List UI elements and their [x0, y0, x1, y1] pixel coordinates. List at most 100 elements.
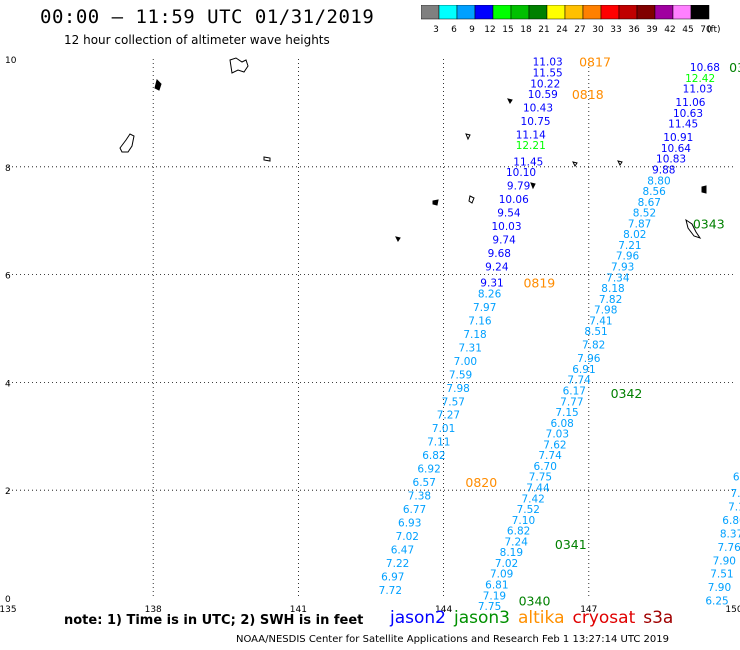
- pass-time-label: 0818: [572, 87, 604, 102]
- wave-height-value: 8.67: [638, 197, 661, 209]
- wave-height-value: 10.64: [661, 143, 691, 155]
- wave-height-value: 10.59: [528, 89, 558, 101]
- wave-height-value: 9.24: [485, 262, 509, 274]
- wave-height-value: 7.82: [582, 340, 605, 352]
- wave-height-value: 6.17: [563, 385, 586, 397]
- legend-label: 24: [556, 25, 568, 35]
- y-tick-label: 2: [5, 487, 11, 497]
- island-outline: [395, 236, 401, 242]
- wave-height-value: 7.31: [459, 342, 482, 354]
- wave-height-value: 7.01: [432, 423, 455, 435]
- legend-label: 33: [610, 25, 621, 35]
- wave-height-value: 7.75: [478, 601, 501, 613]
- wave-height-value: 7.90: [713, 555, 736, 567]
- pass-time-label: 0819: [523, 276, 555, 291]
- legend-unit: (ft): [707, 25, 721, 35]
- wave-height-value: 10.22: [530, 78, 560, 90]
- legend-label: 15: [502, 25, 513, 35]
- wave-height-value: 6.82: [507, 526, 530, 538]
- wave-height-value: 11.45: [513, 156, 543, 168]
- wave-height-value: 7.21: [618, 240, 641, 252]
- wave-height-value: 8.26: [478, 288, 502, 300]
- wave-height-value: 9.79: [507, 181, 530, 193]
- y-tick-label: 0: [5, 595, 11, 605]
- wave-height-value: 7.96: [577, 353, 601, 365]
- y-tick-label: 10: [5, 56, 17, 66]
- x-tick-label: 141: [290, 605, 307, 615]
- wave-height-value: 7.90: [708, 582, 731, 594]
- legend-label: 12: [484, 25, 495, 35]
- wave-height-value: 6.47: [391, 544, 414, 556]
- wave-height-value: 10.03: [491, 221, 521, 233]
- island-outline: [263, 156, 271, 162]
- pass-time-label: 0343: [693, 216, 725, 231]
- satellite-s3a: s3a: [643, 608, 674, 628]
- wave-height-value: 7.00: [454, 356, 477, 368]
- wave-height-value: 7.10: [512, 515, 535, 527]
- wave-height-marks: 11.0311.5510.2210.5910.4310.7511.1412.21…: [379, 57, 740, 613]
- legend-label: 9: [469, 25, 475, 35]
- grid-lines: [8, 59, 734, 598]
- wave-height-value: 7.76: [717, 542, 740, 554]
- wave-height-value: 7.77: [560, 396, 583, 408]
- legend-label: 6: [451, 25, 457, 35]
- wave-height-value: 7.02: [396, 531, 419, 543]
- wave-height-value: 7.41: [589, 315, 612, 327]
- wave-height-value: 7.03: [546, 429, 569, 441]
- y-tick-label: 4: [5, 379, 11, 389]
- wave-height-value: 7.1: [728, 501, 740, 513]
- color-legend: 3 6 9 12 15 18 21 24 27 30 33 36 39 42 45 70(ft): [421, 5, 721, 35]
- legend-label: 21: [538, 25, 549, 35]
- wave-height-value: 7.97: [473, 302, 496, 314]
- wave-height-value: 6.86: [722, 515, 740, 527]
- wave-height-value: 11.55: [533, 67, 563, 79]
- wave-height-value: 6.70: [534, 461, 557, 473]
- wave-height-value: 7.75: [529, 472, 552, 484]
- units-note: note: 1) Time is in UTC; 2) SWH is in fe…: [64, 613, 364, 628]
- wave-height-value: 11.14: [516, 129, 546, 141]
- wave-height-value: 7.34: [606, 272, 630, 284]
- wave-height-value: 7.93: [611, 262, 634, 274]
- legend-label: 45: [682, 25, 693, 35]
- wave-height-value: 10.83: [656, 154, 686, 166]
- pass-time-label: 0341: [555, 537, 587, 552]
- wave-height-value: 7.44: [526, 483, 550, 495]
- island-outline: [468, 195, 475, 204]
- island-outline: [507, 98, 513, 104]
- wave-height-value: 7.72: [379, 585, 402, 597]
- wave-height-value: 10.10: [506, 167, 536, 179]
- x-tick-label: 150: [725, 605, 740, 615]
- wave-height-value: 6.77: [403, 504, 426, 516]
- satellite-legend: jason2 jason3 altika cryosat s3a: [390, 608, 681, 628]
- island-outline: [154, 79, 162, 91]
- wave-height-value: 8.02: [623, 229, 646, 241]
- wave-height-value: 6.08: [550, 418, 573, 430]
- satellite-jason2: jason2: [390, 608, 446, 628]
- island-outline: [530, 182, 536, 190]
- wave-height-value: 8.51: [584, 326, 607, 338]
- wave-height-value: 10.06: [499, 194, 529, 206]
- x-tick-label: 138: [145, 605, 162, 615]
- wave-height-value: 7.98: [594, 305, 617, 317]
- y-tick-label: 6: [5, 272, 11, 282]
- satellite-altika: altika: [518, 608, 565, 628]
- wave-height-value: 8.56: [642, 186, 666, 198]
- legend-label: 3: [433, 25, 439, 35]
- wave-height-value: 9.74: [492, 235, 516, 247]
- wave-height-value: 7.11: [427, 437, 450, 449]
- wave-height-value: 8.52: [633, 208, 656, 220]
- wave-height-value: 7.62: [543, 439, 566, 451]
- wave-height-value: 9.68: [488, 248, 511, 260]
- wave-height-value: 11.03: [683, 84, 713, 96]
- island-outline: [701, 185, 707, 194]
- wave-height-value: 6.2: [733, 472, 740, 484]
- wave-height-value: 7.74: [538, 450, 562, 462]
- wave-height-value: 11.03: [533, 57, 563, 69]
- satellite-cryosat: cryosat: [572, 608, 636, 628]
- pass-time-label: 0340: [519, 594, 551, 609]
- wave-height-value: 10.43: [523, 103, 553, 115]
- wave-height-value: 7.82: [599, 294, 622, 306]
- island-outline: [685, 218, 702, 239]
- wave-height-value: 7.38: [408, 491, 431, 503]
- map-subtitle: 12 hour collection of altimeter wave hei…: [64, 33, 330, 47]
